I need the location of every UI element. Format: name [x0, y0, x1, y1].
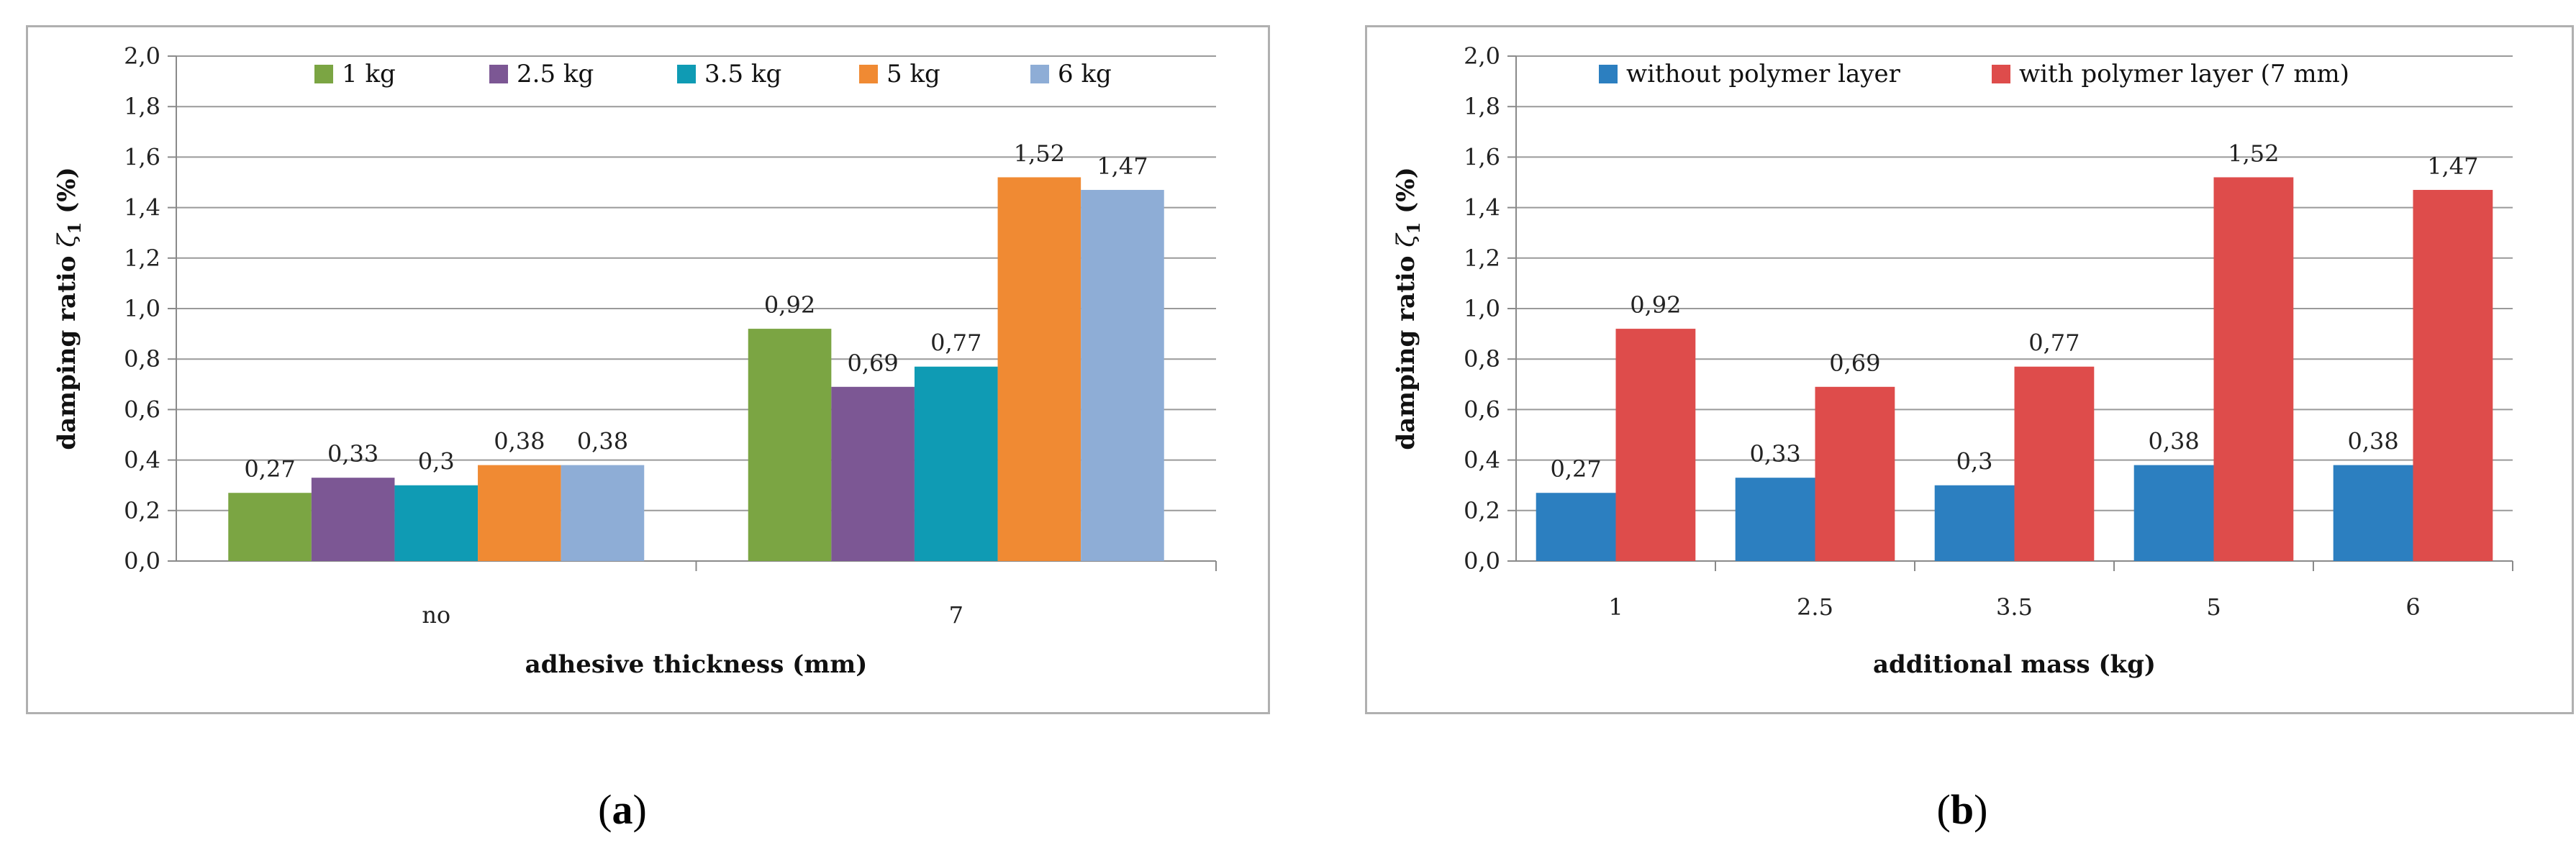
chart-b-data-label: 0,77	[2028, 329, 2080, 357]
chart-a-legend-swatch	[1030, 65, 1049, 83]
caption-b: (b)	[1890, 785, 2034, 834]
chart-a-bar	[997, 177, 1081, 562]
chart-b-ytick-label: 0,4	[1464, 447, 1500, 474]
chart-a-bar	[914, 366, 998, 561]
chart-b-ytick-label: 1,4	[1464, 194, 1500, 222]
chart-b-bar	[2213, 177, 2294, 562]
chart-b-legend-swatch	[1992, 65, 2010, 83]
chart-b-legend-label: with polymer layer (7 mm)	[2019, 60, 2349, 88]
caption-b-letter: b	[1950, 786, 1974, 833]
chart-b-data-label: 1,47	[2427, 152, 2478, 180]
chart-b-bar	[1536, 493, 1616, 561]
chart-a-legend-label: 1 kg	[342, 60, 396, 88]
chart-a-bar	[748, 329, 832, 561]
chart-b-ytick-label: 1,8	[1464, 93, 1500, 120]
chart-a-data-label: 0,69	[848, 350, 899, 377]
chart-a-ytick-label: 0,0	[124, 547, 160, 575]
chart-b-data-label: 0,38	[2347, 428, 2398, 455]
chart-b-legend-label: without polymer layer	[1626, 60, 1901, 88]
chart-b-data-label: 0,3	[1956, 448, 1993, 475]
chart-b-bar	[1615, 329, 1696, 561]
chart-a-ytick-label: 1,0	[124, 295, 160, 322]
chart-a-ytick-label: 1,4	[124, 194, 160, 222]
chart-b-xtick-label: 5	[2206, 593, 2221, 621]
chart-b-bar	[2014, 366, 2095, 561]
chart-a-ytick-label: 0,4	[124, 447, 160, 474]
chart-a-xtick-label: 7	[949, 601, 963, 629]
chart-a-legend-swatch	[859, 65, 878, 83]
caption-a-letter: a	[612, 786, 633, 833]
caption-b-close: )	[1974, 786, 1988, 833]
chart-a-legend-swatch	[677, 65, 696, 83]
chart-a-bar	[478, 465, 561, 561]
chart-a-x-title: adhesive thickness (mm)	[525, 650, 868, 679]
chart-a-legend-label: 5 kg	[886, 60, 940, 88]
chart-b-bar	[1815, 386, 1895, 561]
chart-b-frame	[1365, 25, 2574, 714]
chart-b-bar	[1934, 485, 2015, 561]
chart-a-data-label: 0,27	[244, 455, 295, 483]
chart-b-xtick-label: 6	[2405, 593, 2420, 621]
chart-a-data-label: 0,3	[418, 448, 455, 475]
chart-a-legend-swatch	[489, 65, 508, 83]
chart-b-data-label: 0,92	[1630, 291, 1681, 319]
chart-a-ytick-label: 0,6	[124, 396, 160, 423]
caption-a-close: )	[632, 786, 647, 833]
chart-a-bar	[831, 386, 915, 561]
chart-b-data-label: 0,38	[2148, 428, 2199, 455]
chart-a-ytick-label: 0,8	[124, 345, 160, 373]
chart-b-ytick-label: 1,0	[1464, 295, 1500, 322]
chart-b-y-title: damping ratio ζ1 (%)	[1392, 167, 1424, 450]
chart-a-xtick-label: no	[422, 601, 450, 629]
chart-b-ytick-label: 0,6	[1464, 396, 1500, 423]
caption-a-open: (	[598, 786, 612, 833]
chart-a-y-title: damping ratio ζ1 (%)	[53, 167, 85, 450]
chart-b-xtick-label: 1	[1608, 593, 1623, 621]
chart-b-ytick-label: 1,6	[1464, 143, 1500, 170]
chart-b-bar	[2413, 190, 2493, 561]
chart-b-ytick-label: 2,0	[1464, 42, 1500, 70]
chart-b-xtick-label: 3.5	[1996, 593, 2033, 621]
chart-b-x-title: additional mass (kg)	[1873, 650, 2156, 679]
chart-b-ytick-label: 0,0	[1464, 547, 1500, 575]
chart-b-legend-swatch	[1599, 65, 1618, 83]
chart-a-bar	[561, 465, 645, 561]
chart-b-data-label: 0,27	[1550, 455, 1601, 483]
chart-a-data-label: 1,52	[1014, 140, 1065, 167]
chart-a-ytick-label: 1,6	[124, 143, 160, 170]
chart-b-xtick-label: 2.5	[1797, 593, 1833, 621]
chart-b-ytick-label: 0,2	[1464, 497, 1500, 524]
chart-b-ytick-label: 0,8	[1464, 345, 1500, 373]
chart-a-data-label: 0,33	[327, 440, 378, 468]
chart-a-bar	[394, 485, 479, 561]
chart-b-data-label: 1,52	[2228, 140, 2279, 167]
chart-a-ytick-label: 2,0	[124, 42, 160, 70]
chart-b-data-label: 0,69	[1829, 350, 1880, 377]
caption-a: (a)	[550, 785, 694, 834]
chart-a-data-label: 0,77	[930, 329, 981, 357]
chart-b-bar	[2133, 465, 2214, 561]
chart-a-ytick-label: 0,2	[124, 497, 160, 524]
chart-a-ytick-label: 1,2	[124, 245, 160, 272]
chart-a-data-label: 1,47	[1097, 152, 1148, 180]
chart-b-bar	[2333, 465, 2413, 561]
chart-a-legend-label: 6 kg	[1058, 60, 1112, 88]
chart-b-ytick-label: 1,2	[1464, 245, 1500, 272]
chart-a-bar	[311, 478, 395, 561]
chart-a-bar	[228, 493, 312, 561]
chart-a-ytick-label: 1,8	[124, 93, 160, 120]
chart-a-data-label: 0,38	[494, 428, 545, 455]
chart-b-bar	[1735, 478, 1815, 561]
chart-a-legend-label: 3.5 kg	[704, 60, 781, 88]
chart-a-bar	[1081, 190, 1164, 561]
chart-b-data-label: 0,33	[1749, 440, 1800, 468]
chart-a-legend-swatch	[314, 65, 333, 83]
caption-b-open: (	[1936, 786, 1951, 833]
chart-a-data-label: 0,38	[577, 428, 628, 455]
chart-a-data-label: 0,92	[764, 291, 815, 319]
chart-a-legend-label: 2.5 kg	[517, 60, 594, 88]
